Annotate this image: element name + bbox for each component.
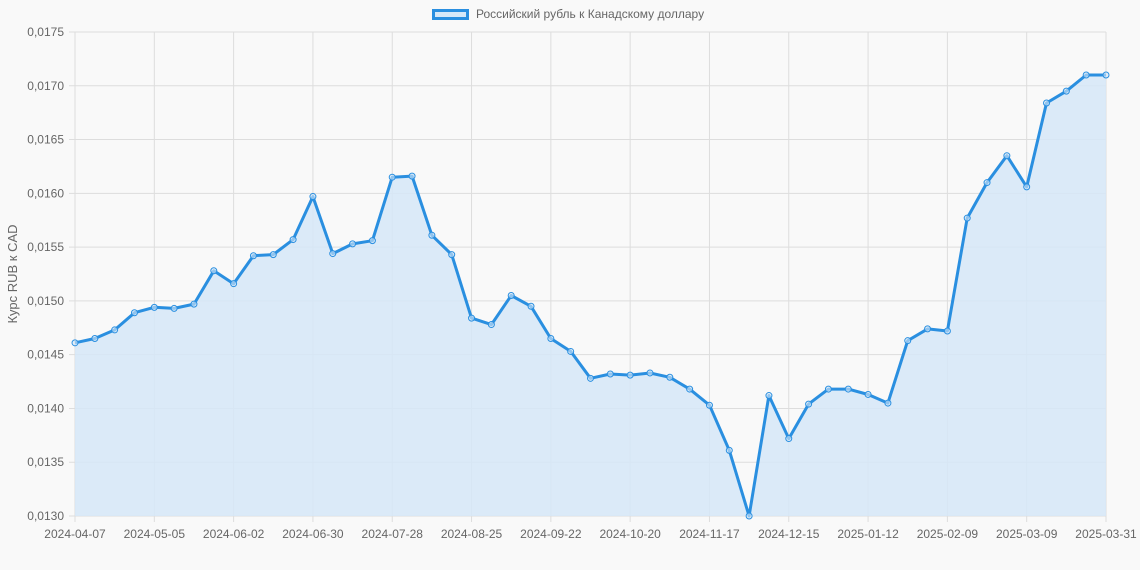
- data-point: [210, 267, 218, 275]
- data-point: [448, 251, 456, 259]
- y-tick-label: 0,0150: [27, 294, 64, 308]
- data-point: [527, 302, 535, 310]
- x-tick-label: 2024-08-25: [441, 527, 503, 541]
- data-point: [487, 321, 495, 329]
- data-point: [329, 250, 337, 258]
- data-point: [91, 335, 99, 343]
- legend-swatch: [432, 8, 469, 20]
- x-tick-label: 2025-03-31: [1075, 527, 1137, 541]
- data-point: [170, 304, 178, 312]
- data-point: [824, 385, 832, 393]
- data-point: [983, 179, 991, 187]
- x-tick-label: 2025-01-12: [837, 527, 899, 541]
- data-point: [150, 303, 158, 311]
- x-tick-label: 2025-03-09: [996, 527, 1058, 541]
- y-tick-label: 0,0135: [27, 455, 64, 469]
- data-point: [388, 173, 396, 181]
- data-point: [606, 370, 614, 378]
- x-tick-label: 2024-04-07: [44, 527, 106, 541]
- y-tick-label: 0,0165: [27, 133, 64, 147]
- x-tick-label: 2024-07-28: [362, 527, 424, 541]
- data-point: [884, 399, 892, 407]
- data-point: [626, 371, 634, 379]
- data-point: [765, 392, 773, 400]
- x-tick-label: 2024-12-15: [758, 527, 820, 541]
- data-point: [686, 385, 694, 393]
- legend-label: Российский рубль к Канадскому доллару: [476, 7, 705, 21]
- data-point: [844, 385, 852, 393]
- y-tick-label: 0,0170: [27, 79, 64, 93]
- x-tick-label: 2024-09-22: [520, 527, 582, 541]
- chart-legend[interactable]: Российский рубль к Канадскому доллару: [432, 7, 704, 21]
- data-point: [349, 240, 357, 248]
- y-tick-label: 0,0155: [27, 240, 64, 254]
- y-axis-title: Курс RUB к CAD: [5, 224, 20, 323]
- x-tick-label: 2024-11-17: [679, 527, 740, 541]
- data-point: [111, 326, 119, 334]
- y-tick-label: 0,0140: [27, 401, 64, 415]
- data-point: [805, 400, 813, 408]
- data-point: [1043, 99, 1051, 107]
- data-point: [1082, 71, 1090, 79]
- data-point: [705, 401, 713, 409]
- data-point: [745, 512, 753, 520]
- data-point: [130, 309, 138, 317]
- data-point: [269, 251, 277, 259]
- data-point: [289, 236, 297, 244]
- x-tick-label: 2024-06-02: [203, 527, 265, 541]
- data-point: [864, 390, 872, 398]
- data-point: [1102, 71, 1110, 79]
- data-point: [646, 369, 654, 377]
- y-tick-label: 0,0130: [27, 509, 64, 523]
- data-point: [1003, 152, 1011, 160]
- x-tick-label: 2024-06-30: [282, 527, 344, 541]
- data-point: [428, 231, 436, 239]
- area-fill: [75, 75, 1106, 516]
- x-tick-label: 2024-05-05: [124, 527, 186, 541]
- data-point: [71, 339, 79, 347]
- y-tick-label: 0,0160: [27, 186, 64, 200]
- data-point: [309, 193, 317, 201]
- data-point: [963, 214, 971, 222]
- data-point: [904, 337, 912, 345]
- data-point: [567, 347, 575, 355]
- data-point: [468, 314, 476, 322]
- data-point: [368, 237, 376, 245]
- data-point: [924, 325, 932, 333]
- data-point: [943, 327, 951, 335]
- data-point: [190, 300, 198, 308]
- data-point: [507, 292, 515, 300]
- data-point: [666, 373, 674, 381]
- data-point: [547, 335, 555, 343]
- x-tick-label: 2025-02-09: [917, 527, 979, 541]
- data-point: [249, 252, 257, 260]
- data-point: [785, 435, 793, 443]
- y-tick-label: 0,0145: [27, 348, 64, 362]
- data-point: [1062, 87, 1070, 95]
- data-point: [408, 172, 416, 180]
- data-point: [1023, 183, 1031, 191]
- data-point: [587, 374, 594, 382]
- x-tick-label: 2024-10-20: [599, 527, 661, 541]
- data-point: [725, 446, 733, 454]
- data-point: [230, 280, 238, 288]
- y-tick-label: 0,0175: [27, 25, 64, 39]
